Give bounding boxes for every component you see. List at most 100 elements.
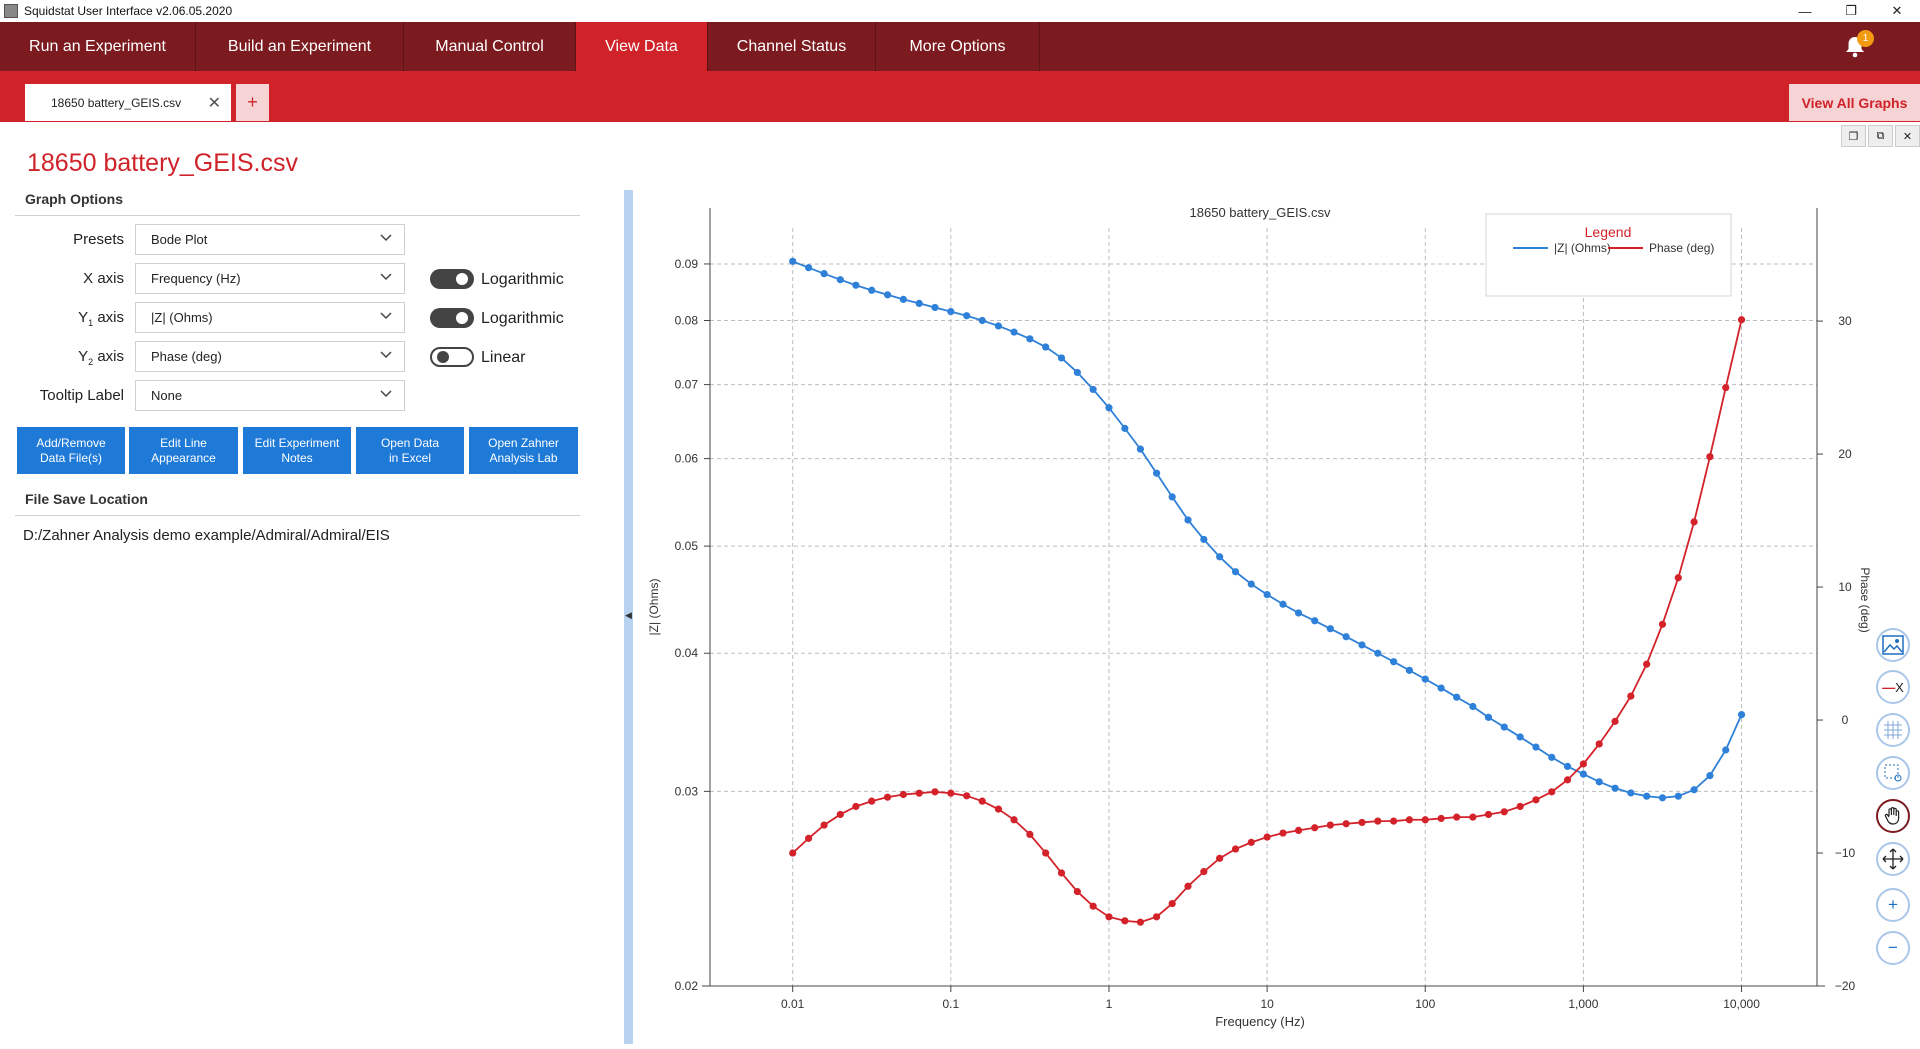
data-point-1 [1200,868,1208,876]
data-point-1 [1089,902,1097,910]
nav-run-experiment[interactable]: Run an Experiment [0,22,196,71]
move-arrows-icon[interactable] [1876,842,1910,876]
data-point-1 [1358,818,1366,827]
data-point-1 [1627,692,1635,700]
data-point-0 [1500,723,1508,731]
x-axis-select[interactable]: Frequency (Hz) [135,263,405,294]
grid-icon[interactable] [1876,713,1910,747]
legend-box [1485,213,1732,297]
x-axis-title: Frequency (Hz) [1215,1014,1305,1029]
open-zahner-button[interactable]: Open Zahner Analysis Lab [469,427,578,474]
x-tick-label: 10,000 [1723,997,1760,1011]
data-point-1 [804,834,813,842]
file-tab-label: 18650 battery_GEIS.csv [51,95,182,110]
data-point-1 [994,805,1003,813]
edit-line-appearance-button[interactable]: Edit Line Appearance [129,427,238,474]
collapse-arrow-icon[interactable]: ◀ [625,610,632,620]
data-point-0 [931,303,939,312]
y1-axis-scale-toggle[interactable] [430,308,474,328]
y2-axis-scale-toggle[interactable] [430,347,474,367]
notifications-bell-icon[interactable]: 1 [1842,30,1874,60]
panel-splitter[interactable]: ◀ [624,190,633,1044]
add-tab-button[interactable]: + [236,84,269,121]
data-point-0 [1484,713,1493,721]
nav-view-data[interactable]: View Data [576,22,708,71]
nav-more-options[interactable]: More Options [876,22,1040,71]
close-icon[interactable]: ✕ [1891,3,1903,18]
window-titlebar: Squidstat User Interface v2.06.05.2020 —… [0,0,1920,22]
data-point-1 [1737,316,1746,324]
data-point-1 [1722,383,1730,392]
data-point-1 [963,792,971,800]
data-point-1 [1690,518,1698,526]
file-tab[interactable]: 18650 battery_GEIS.csv ✕ [25,84,231,121]
data-point-1 [1500,808,1508,816]
data-point-0 [1627,789,1635,797]
legend-title: Legend [1585,224,1632,240]
y2-label-sub: 2 [88,357,94,367]
chevron-down-icon [380,273,392,281]
x-axis-scale-toggle[interactable] [430,269,474,289]
data-point-0 [947,307,955,316]
edit-experiment-notes-button[interactable]: Edit Experiment Notes [243,427,351,474]
view-all-graphs-button[interactable]: View All Graphs [1789,84,1920,121]
chart-area: 18650 battery_GEIS.csv 0.01 0.1 1 10 100 1,000… [633,190,1920,1044]
data-point-1 [1168,899,1176,908]
zoom-out-icon[interactable]: − [1876,931,1910,965]
close-tab-icon[interactable]: ✕ [207,95,221,112]
data-point-0 [1057,354,1066,362]
y1-axis-select[interactable]: |Z| (Ohms) [135,302,405,333]
main-nav: Run an Experiment Build an Experiment Ma… [0,22,1920,71]
data-point-0 [883,291,892,299]
x-tick-label: 0.1 [942,997,959,1011]
nav-channel-status[interactable]: Channel Status [708,22,876,71]
open-data-excel-button[interactable]: Open Data in Excel [356,427,464,474]
data-point-1 [1279,829,1287,837]
remove-cursor-icon[interactable]: — X [1876,670,1910,704]
data-point-0 [1121,424,1129,432]
chevron-down-icon [380,312,392,320]
y-tick-label: 0.03 [675,784,699,798]
data-point-1 [852,802,860,811]
file-title: 18650 battery_GEIS.csv [27,149,298,177]
add-remove-data-button[interactable]: Add/Remove Data File(s) [17,427,125,474]
nav-build-experiment[interactable]: Build an Experiment [196,22,404,71]
data-point-1 [1152,913,1161,921]
x-tick-label: 100 [1415,997,1435,1011]
data-point-0 [1042,343,1050,351]
y-tick-label: 0.06 [675,452,699,466]
panel-popout-icon[interactable]: ⧉ [1868,125,1893,147]
y2-axis-select[interactable]: Phase (deg) [135,341,405,372]
y-tick-label: 0.09 [675,257,699,271]
y1-label-sub: 1 [88,318,94,328]
nav-manual-control[interactable]: Manual Control [404,22,576,71]
data-point-1 [1231,845,1240,853]
panel-restore-icon[interactable]: ❐ [1841,125,1866,147]
data-point-0 [1374,649,1382,657]
zoom-box-icon[interactable] [1876,756,1910,790]
presets-select[interactable]: Bode Plot [135,224,405,255]
restore-icon[interactable]: ❐ [1845,3,1857,18]
data-point-1 [1263,833,1271,841]
data-point-0 [1706,772,1714,780]
data-point-0 [1010,328,1018,336]
data-point-0 [1152,469,1161,477]
tooltip-label: Tooltip Label [39,387,124,404]
data-point-0 [820,270,828,278]
data-point-1 [947,789,955,797]
y1-axis-label: Y1 axis [14,309,124,328]
panel-close-icon[interactable]: ✕ [1895,125,1920,147]
y2-tick-label: 0 [1842,713,1849,727]
data-point-1 [1216,854,1224,862]
data-point-1 [1674,574,1682,582]
divider [15,515,580,516]
tooltip-select[interactable]: None [135,380,405,411]
export-image-icon[interactable] [1876,628,1910,662]
minimize-icon[interactable]: — [1798,3,1812,19]
data-point-0 [1184,516,1192,524]
chart-title: 18650 battery_GEIS.csv [1190,205,1331,220]
data-point-0 [1073,368,1081,377]
pan-hand-icon[interactable] [1876,799,1910,833]
zoom-in-icon[interactable]: + [1876,888,1910,922]
